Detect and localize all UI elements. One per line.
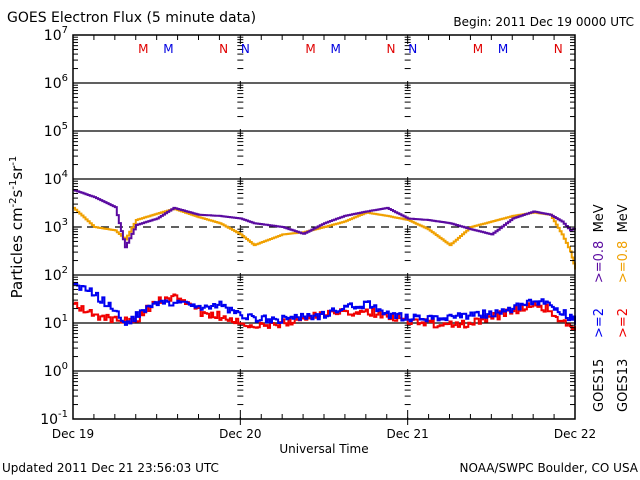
legend-unit: MeV bbox=[616, 204, 631, 240]
footer-updated: Updated 2011 Dec 21 23:56:03 UTC bbox=[2, 461, 219, 475]
day-separator-ticks bbox=[237, 36, 411, 425]
local-time-marker: M bbox=[138, 42, 148, 56]
y-tick-label: 104 bbox=[44, 169, 68, 188]
local-time-marker: M bbox=[473, 42, 483, 56]
x-axis-ticks: Dec 19 Dec 20 Dec 21 Dec 22 bbox=[52, 35, 596, 441]
y-tick-base: 10 bbox=[44, 28, 62, 44]
y-tick-exponent: 0 bbox=[62, 361, 68, 372]
legend-energy-label: >=2 bbox=[592, 308, 607, 359]
y-tick-label: 100 bbox=[44, 361, 68, 380]
y-tick-exponent: 7 bbox=[62, 25, 68, 36]
x-axis-label: Universal Time bbox=[279, 442, 368, 456]
legend-satellite: GOES15 bbox=[592, 359, 607, 412]
legend-unit: MeV bbox=[592, 204, 607, 240]
local-time-marker: M bbox=[305, 42, 315, 56]
y-tick-base: 10 bbox=[44, 364, 62, 380]
y-tick-exponent: 5 bbox=[62, 121, 68, 132]
legend-satellite: GOES13 bbox=[616, 359, 631, 412]
legend-entry-goes15: GOES15 >=2 >=0.8 MeV bbox=[592, 204, 607, 412]
y-tick-base: 10 bbox=[44, 316, 62, 332]
y-tick-label: 106 bbox=[44, 73, 68, 92]
y-tick-label: 107 bbox=[44, 25, 68, 44]
series-line-goes15-2mev bbox=[73, 282, 576, 326]
x-tick-label: Dec 20 bbox=[219, 427, 261, 441]
data-series bbox=[73, 189, 576, 331]
y-tick-base: 10 bbox=[44, 220, 62, 236]
local-time-marker: N bbox=[408, 42, 417, 56]
y-tick-base: 10 bbox=[44, 76, 62, 92]
local-time-marker: N bbox=[241, 42, 250, 56]
y-tick-exponent: -1 bbox=[58, 409, 68, 420]
y-label-sup: -1 bbox=[8, 156, 19, 166]
chart-title: GOES Electron Flux (5 minute data) bbox=[7, 10, 256, 26]
local-time-marker: M bbox=[331, 42, 341, 56]
y-tick-label: 105 bbox=[44, 121, 68, 140]
y-tick-label: 10-1 bbox=[40, 409, 68, 428]
legend-energy-label: >=0.8 bbox=[592, 241, 607, 308]
y-axis-label: Particles cm-2s-1sr-1 bbox=[8, 156, 26, 299]
x-tick-label: Dec 22 bbox=[554, 427, 596, 441]
y-label-sup: -1 bbox=[8, 180, 19, 190]
x-tick-label: Dec 19 bbox=[52, 427, 94, 441]
y-tick-exponent: 2 bbox=[62, 265, 68, 276]
y-tick-exponent: 1 bbox=[62, 313, 68, 324]
local-time-marker: M bbox=[498, 42, 508, 56]
local-time-marker: N bbox=[554, 42, 563, 56]
series-line-goes13-0p8mev bbox=[73, 206, 576, 270]
footer-credit: NOAA/SWPC Boulder, CO USA bbox=[460, 461, 639, 475]
y-label-text: Particles cm bbox=[8, 207, 26, 298]
y-tick-exponent: 6 bbox=[62, 73, 68, 84]
y-tick-label: 101 bbox=[44, 313, 68, 332]
y-tick-label: 103 bbox=[44, 217, 68, 236]
y-tick-base: 10 bbox=[44, 124, 62, 140]
y-label-text: sr bbox=[8, 165, 26, 180]
y-tick-label: 102 bbox=[44, 265, 68, 284]
legend-energy-label: >=2 bbox=[616, 308, 631, 359]
y-tick-base: 10 bbox=[44, 172, 62, 188]
y-tick-base: 10 bbox=[44, 268, 62, 284]
y-tick-exponent: 4 bbox=[62, 169, 68, 180]
local-time-marker: N bbox=[219, 42, 228, 56]
grid-lines bbox=[73, 82, 575, 372]
local-time-marker: N bbox=[386, 42, 395, 56]
y-tick-base: 10 bbox=[40, 412, 58, 428]
x-tick-label: Dec 21 bbox=[387, 427, 429, 441]
local-time-marker: M bbox=[163, 42, 173, 56]
y-label-sup: -2 bbox=[8, 197, 19, 207]
begin-label: Begin: 2011 Dec 19 0000 UTC bbox=[453, 15, 634, 29]
series-line-goes15-0p8mev bbox=[73, 189, 576, 249]
legend-entry-goes13: GOES13 >=2 >=0.8 MeV bbox=[616, 204, 631, 412]
y-label-text: s bbox=[8, 189, 26, 197]
legend-energy-label: >=0.8 bbox=[616, 241, 631, 308]
y-tick-exponent: 3 bbox=[62, 217, 68, 228]
